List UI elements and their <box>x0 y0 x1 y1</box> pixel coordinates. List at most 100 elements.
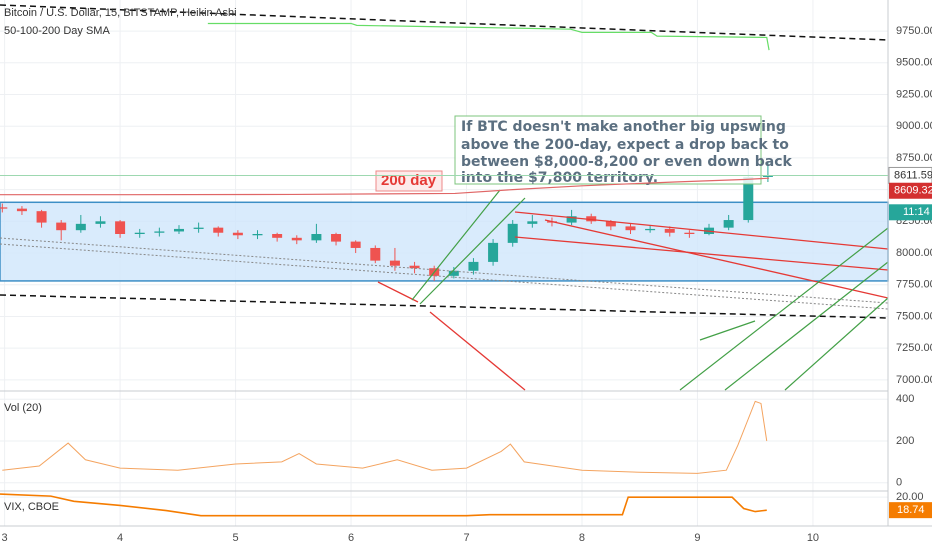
trendline <box>0 243 889 310</box>
y-tick-label: 9250.00 <box>896 88 932 100</box>
candle-body <box>645 228 656 231</box>
candle-body <box>723 220 734 228</box>
candle-body <box>311 234 322 241</box>
candle-body <box>154 231 165 233</box>
arrow <box>411 189 501 301</box>
candle-body <box>193 227 204 229</box>
arrow <box>419 197 526 305</box>
x-tick-label: 6 <box>348 532 354 544</box>
arrow <box>377 281 419 303</box>
candle-body <box>409 265 420 269</box>
series-line <box>0 493 767 517</box>
arrow <box>724 261 889 391</box>
candle-body <box>272 234 283 238</box>
candle-body <box>527 221 538 224</box>
x-tick-label: 9 <box>694 532 700 544</box>
arrow <box>679 227 889 391</box>
channel-line <box>514 211 889 250</box>
x-tick-label: 3 <box>2 532 8 544</box>
candle-body <box>291 237 302 241</box>
channel-line <box>514 236 889 271</box>
range-box <box>0 201 889 282</box>
y-tick-label: 8750.00 <box>896 152 932 164</box>
y-tick-label: 20.00 <box>896 491 924 503</box>
drawings <box>0 4 889 391</box>
annotation-line: If BTC doesn't make another big upswing <box>461 119 786 135</box>
y-tick-label: 0 <box>896 477 902 489</box>
x-tick-label: 10 <box>807 532 819 544</box>
candle-body <box>36 211 47 223</box>
y-tick-label: 200 <box>896 435 914 447</box>
candle-body <box>684 232 695 234</box>
candle-body <box>95 221 106 224</box>
candle-body <box>448 270 459 276</box>
annotation-line: above the 200-day, expect a drop back to <box>461 137 789 153</box>
candle-body <box>389 260 400 266</box>
legend-vol: Vol (20) <box>4 402 42 414</box>
y-tick-label: 7500.00 <box>896 310 932 322</box>
legend-vix: VIX, CBOE <box>4 501 59 513</box>
arrow <box>699 320 756 341</box>
y-tick-label: 400 <box>896 393 914 405</box>
trendline <box>0 237 889 304</box>
y-tick-label: 7750.00 <box>896 279 932 291</box>
y-tick-label: 9500.00 <box>896 57 932 69</box>
annotation-line: between $8,000-8,200 or even down back <box>461 154 793 170</box>
legend-title: Bitcoin / U.S. Dollar, 15, BITSTAMP, Hei… <box>4 7 237 19</box>
legend-sma: 50-100-200 Day SMA <box>4 25 110 37</box>
x-tick-label: 4 <box>117 532 123 544</box>
y-tick-label: 9750.00 <box>896 25 932 37</box>
x-tick-label: 5 <box>233 532 239 544</box>
x-tick-label: 7 <box>463 532 469 544</box>
candle-body <box>16 208 27 212</box>
sma-line <box>0 177 770 196</box>
arrow <box>429 311 526 391</box>
y-tick-label: 7000.00 <box>896 374 932 386</box>
value-tag <box>889 502 932 519</box>
y-tick-label: 9000.00 <box>896 120 932 132</box>
annotation-line: into the $7,800 territory. <box>461 170 658 186</box>
candle-body <box>488 242 499 262</box>
candle-body <box>232 232 243 236</box>
series-line <box>2 400 768 474</box>
channel-line <box>544 219 889 299</box>
sma-line <box>207 22 770 51</box>
price-tag-label: 8611.59 <box>894 169 932 181</box>
countdown-tag <box>889 204 932 221</box>
candle-body <box>0 207 8 209</box>
label-200: 200 day <box>381 172 437 189</box>
candle-body <box>350 241 361 248</box>
grid <box>0 0 888 526</box>
sma-tag-label: 8609.32 <box>894 185 932 197</box>
candle-body <box>625 226 636 231</box>
arrow <box>784 297 889 391</box>
y-tick-label: 7250.00 <box>896 342 932 354</box>
candle-body <box>173 228 184 232</box>
x-tick-label: 8 <box>579 532 585 544</box>
trendline <box>0 4 889 41</box>
candle-body <box>252 234 263 236</box>
candle-body <box>115 221 126 234</box>
candle-body <box>605 221 616 227</box>
candle-body <box>370 247 381 261</box>
candle-body <box>75 223 86 231</box>
y-tick-label: 8000.00 <box>896 247 932 259</box>
price-pane <box>0 161 889 282</box>
candle-body <box>468 261 479 271</box>
annotation-box <box>454 115 762 185</box>
candle-body <box>664 228 675 233</box>
candle-body <box>566 216 577 223</box>
value-tag-label: 18.74 <box>897 504 925 516</box>
candle-body <box>56 222 67 231</box>
candle-body <box>213 227 224 233</box>
trendline <box>0 294 889 319</box>
label-box <box>375 170 443 192</box>
candle-body <box>331 234 342 242</box>
candle-body <box>134 232 145 234</box>
countdown-label: 11:14 <box>903 206 930 218</box>
candle-body <box>762 175 773 177</box>
sma-tag <box>889 182 932 199</box>
candle-body <box>586 216 597 222</box>
candle-body <box>507 223 518 243</box>
